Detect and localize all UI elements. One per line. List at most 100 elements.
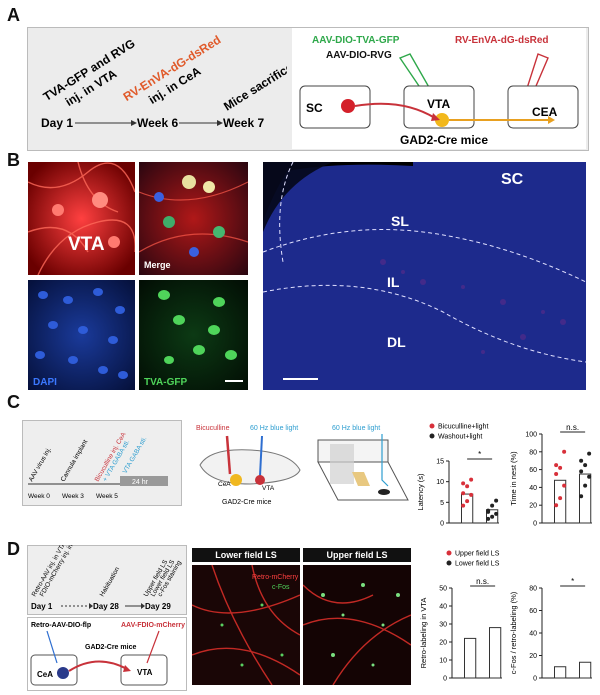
legend-d-a: Upper field LS	[455, 551, 500, 558]
data-point	[465, 484, 470, 489]
y-tick-label: 10	[436, 479, 444, 486]
data-point	[465, 499, 470, 504]
bar	[489, 627, 502, 679]
data-point	[579, 458, 584, 463]
data-point	[554, 463, 559, 468]
sc-neuron	[341, 99, 355, 113]
data-point	[494, 511, 499, 516]
y-tick-label: 40	[529, 485, 537, 492]
y-tick-label: 0	[440, 521, 444, 528]
y-tick-label: 15	[436, 459, 444, 466]
legend-d: Upper field LS Lower field LS	[446, 550, 500, 568]
panel-c-timeline: 24 hr Week 0 Week 3 Week 5 AAV virus inj…	[22, 420, 182, 506]
dapi-image: DAPI	[28, 280, 135, 390]
upper-field-header: Upper field LS	[303, 548, 411, 562]
merge-image: Merge	[139, 162, 248, 275]
mouse-icon	[378, 489, 390, 495]
vta-neuron	[435, 113, 449, 127]
data-point	[486, 509, 491, 514]
tl-d1: Day 1	[31, 602, 53, 611]
panel-label-d: D	[7, 539, 20, 559]
virus2-label: AAV-DIO-RVG	[326, 50, 392, 61]
data-point	[461, 503, 466, 508]
tl-d28: Day 28	[93, 602, 119, 611]
vta-dot	[255, 475, 265, 485]
sc-box	[299, 85, 371, 129]
y-tick-label: 0	[533, 676, 537, 683]
y-tick-label: 20	[529, 653, 537, 660]
light2-label: 60 Hz blue light	[332, 425, 380, 432]
vta-label: VTA	[427, 97, 450, 111]
data-point	[490, 503, 495, 508]
data-point	[579, 494, 584, 499]
upper-field-image	[303, 565, 411, 685]
chart-time-in-nest: Time in nest (%) 0 20 40 60 80 100 n.s.	[509, 423, 592, 528]
vta-red-image: VTA	[28, 162, 135, 275]
y-axis-label: Latency (s)	[416, 473, 425, 511]
y-tick-label: 0	[533, 521, 537, 528]
upper-field-label: Upper field LS	[326, 550, 388, 560]
y-tick-label: 30	[439, 622, 447, 629]
data-point	[494, 498, 499, 503]
y-tick-label: 20	[439, 640, 447, 647]
bar	[579, 661, 592, 679]
y-axis-label: c-Fos / retro-labeling (%)	[509, 591, 518, 674]
panel-c-brain-schema: Bicuculline 60 Hz blue light CeA VTA GAD…	[196, 425, 301, 506]
data-point	[583, 483, 588, 488]
y-tick-label: 80	[529, 586, 537, 593]
data-point	[469, 492, 474, 497]
y-tick-label: 80	[529, 449, 537, 456]
bar	[464, 637, 477, 679]
merge-label: Merge	[144, 260, 171, 270]
tl-sac: Mice sacrificed	[221, 56, 287, 113]
data-point	[587, 451, 592, 456]
sc-label: SC	[306, 101, 323, 115]
data-point	[490, 514, 495, 519]
panel-label-a: A	[7, 5, 20, 25]
data-point	[579, 469, 584, 474]
panel-label-b: B	[7, 150, 20, 170]
vta-label: VTA	[262, 485, 275, 492]
d-cea-neuron	[57, 667, 69, 679]
cea-dot	[230, 474, 242, 486]
bar	[461, 493, 474, 524]
data-point	[558, 496, 563, 501]
bar	[554, 479, 567, 524]
sc-section-image: SC SL IL DL	[263, 162, 586, 390]
lower-field-image: Retro-mCherry c-Fos	[192, 565, 300, 685]
chart-latency: Latency (s) 0 5 10 15 *	[416, 450, 499, 528]
panel-a-timeline: Day 1 Week 6 Week 7 TVA-GFP and RVG inj.…	[41, 33, 287, 130]
h24-label: 24 hr	[132, 479, 149, 486]
panel-d-timeline: Retro-AAV inj. in VTA FDIO-mCherry inj. …	[27, 545, 187, 615]
cea-label: CEA	[532, 105, 558, 119]
y-tick-label: 60	[529, 467, 537, 474]
virus1-label: AAV-DIO-TVA-GFP	[312, 35, 400, 46]
legend-c-a: Bicuculline+light	[438, 424, 488, 431]
brain-outline	[199, 449, 301, 485]
tva-gfp-image: TVA-GFP	[139, 280, 248, 390]
dl-label: DL	[387, 334, 406, 350]
sig-label: *	[478, 450, 481, 459]
mch-label: Retro-mCherry	[252, 574, 299, 581]
y-tick-label: 50	[439, 586, 447, 593]
lower-field-label: Lower field LS	[215, 550, 277, 560]
light-label: 60 Hz blue light	[250, 425, 298, 432]
data-point	[486, 516, 491, 521]
bar	[579, 473, 592, 524]
cea-box	[507, 85, 579, 129]
chart-cfos-ratio: c-Fos / retro-labeling (%) 0 20 40 60 80 *	[509, 577, 592, 683]
data-point	[554, 472, 559, 477]
nest	[352, 472, 370, 486]
y-tick-label: 20	[529, 503, 537, 510]
data-point	[587, 474, 592, 479]
panel-label-c: C	[7, 392, 20, 412]
sc-vta-arrow	[354, 102, 436, 119]
panel-d-schema: Retro-AAV-DIO-flp AAV-FDIO-mCherry GAD2-…	[27, 617, 187, 691]
y-tick-label: 10	[439, 658, 447, 665]
panel-c-arena-schema: 60 Hz blue light	[317, 425, 409, 501]
legend-c: Bicuculline+light Washout+light	[429, 423, 488, 441]
tl-week6: Week 6	[137, 116, 178, 130]
sig-label: *	[571, 577, 574, 586]
data-point	[461, 481, 466, 486]
y-axis-label: Retro-labeling in VTA	[419, 598, 428, 669]
